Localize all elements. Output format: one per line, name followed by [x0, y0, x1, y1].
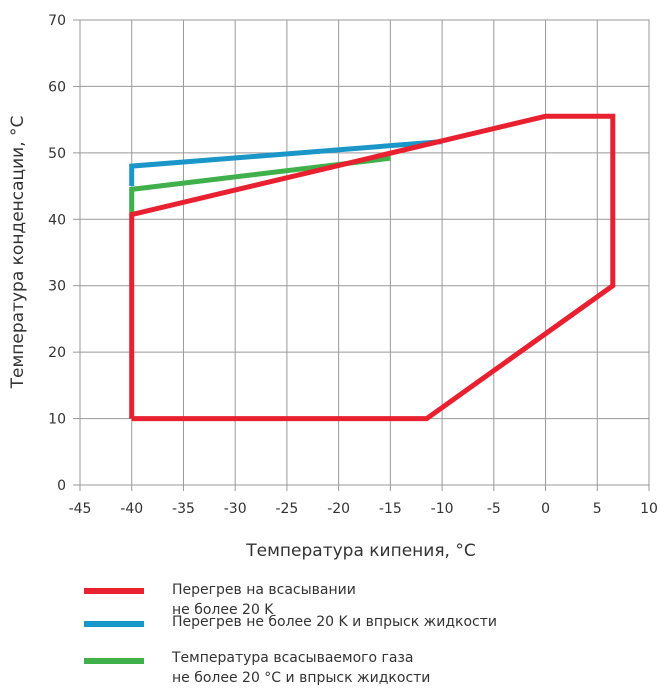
- legend-label-blue: Перегрев не более 20 K и впрыск жидкости: [172, 614, 497, 630]
- y-axis-label: Температура конденсации, °C: [8, 116, 28, 390]
- x-tick-labels: -45 -40 -35 -30 -25 -20 -15 -10 -5 0 5 10: [69, 501, 658, 517]
- legend-swatch-blue: [84, 621, 144, 627]
- x-tick-label: -35: [172, 501, 195, 517]
- x-tick-label: -5: [487, 501, 501, 517]
- y-tick-labels: 0 10 20 30 40 50 60 70: [48, 13, 66, 494]
- x-tick-label: 10: [640, 501, 658, 517]
- y-tick-label: 10: [48, 412, 66, 428]
- series-line-green: [129, 155, 391, 213]
- x-tick-label: -20: [327, 501, 350, 517]
- x-tick-label: -40: [120, 501, 143, 517]
- x-tick-label: -30: [224, 501, 247, 517]
- legend-swatch-red: [84, 588, 144, 594]
- y-tick-label: 0: [57, 478, 66, 494]
- x-tick-label: 5: [593, 501, 602, 517]
- x-tick-label: -10: [431, 501, 454, 517]
- y-tick-label: 70: [48, 13, 66, 29]
- legend-label-red: Перегрев на всасывании не более 20 K: [172, 582, 356, 618]
- x-tick-label: -45: [69, 501, 92, 517]
- legend-swatch-green: [84, 658, 144, 664]
- y-tick-label: 50: [48, 146, 66, 162]
- legend-label-green: Температура всасываемого газа не более 2…: [172, 650, 431, 686]
- chart: -45 -40 -35 -30 -25 -20 -15 -10 -5 0 5 10 0 10 20 30 40…: [8, 13, 658, 560]
- x-tick-label: 0: [541, 501, 550, 517]
- series-line-blue: [129, 139, 443, 187]
- x-axis-label: Температура кипения, °C: [245, 541, 475, 560]
- y-tick-label: 40: [48, 212, 66, 228]
- plot-frame: [79, 19, 650, 486]
- y-tick-label: 60: [48, 79, 66, 95]
- series-lines: [129, 113, 616, 422]
- x-tick-label: -15: [379, 501, 402, 517]
- y-tick-label: 30: [48, 279, 66, 295]
- y-tick-label: 20: [48, 345, 66, 361]
- series-line-red: [129, 113, 616, 422]
- grid: [73, 19, 650, 491]
- x-tick-label: -25: [275, 501, 298, 517]
